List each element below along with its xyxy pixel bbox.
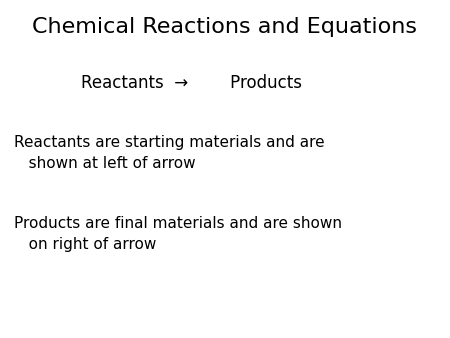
Text: Reactants  →        Products: Reactants → Products xyxy=(81,74,302,92)
Text: Products are final materials and are shown
   on right of arrow: Products are final materials and are sho… xyxy=(14,216,342,252)
Text: Reactants are starting materials and are
   shown at left of arrow: Reactants are starting materials and are… xyxy=(14,135,324,171)
Text: Chemical Reactions and Equations: Chemical Reactions and Equations xyxy=(32,17,418,37)
